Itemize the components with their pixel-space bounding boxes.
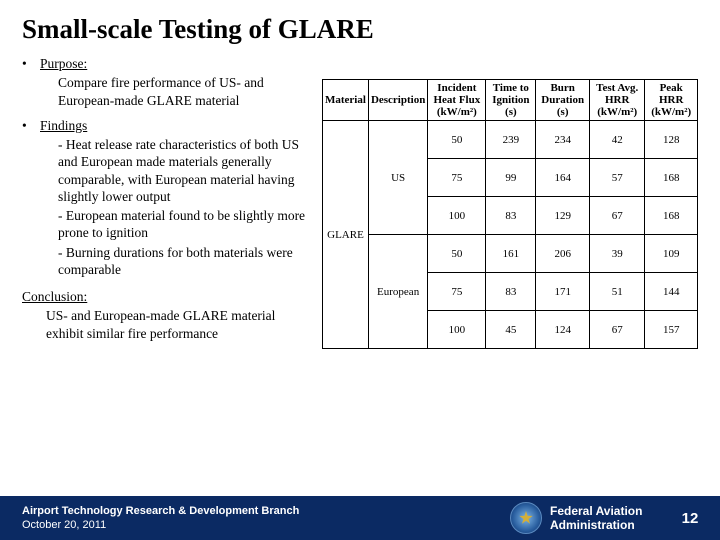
cell: 239 [486,121,536,159]
cell: 168 [645,159,698,197]
cell: 100 [428,311,486,349]
findings-item-2: - Burning durations for both materials w… [58,244,312,279]
cell: 83 [486,273,536,311]
cell-desc-us: US [368,121,427,235]
purpose-heading: Purpose: [40,56,87,71]
th-ignition: Time to Ignition (s) [486,80,536,121]
cell-material: GLARE [323,121,369,349]
cell: 234 [536,121,590,159]
th-description: Description [368,80,427,121]
cell: 75 [428,159,486,197]
cell: 45 [486,311,536,349]
conclusion-block: Conclusion: US- and European-made GLARE … [22,288,312,342]
results-table: Material Description Incident Heat Flux … [322,79,698,349]
table-row: GLARE US 50 239 234 42 128 [323,121,698,159]
cell: 100 [428,197,486,235]
cell: 128 [645,121,698,159]
findings-item-1: - European material found to be slightly… [58,207,312,242]
cell: 124 [536,311,590,349]
conclusion-text: US- and European-made GLARE material exh… [46,307,312,342]
purpose-block: • Purpose: Compare fire performance of U… [22,55,312,109]
cell: 67 [590,197,645,235]
footer-branch: Airport Technology Research & Developmen… [22,505,510,517]
cell: 39 [590,235,645,273]
cell: 83 [486,197,536,235]
cell: 99 [486,159,536,197]
cell: 171 [536,273,590,311]
cell: 157 [645,311,698,349]
cell: 75 [428,273,486,311]
cell: 144 [645,273,698,311]
cell: 67 [590,311,645,349]
cell: 50 [428,121,486,159]
conclusion-heading: Conclusion: [22,289,87,304]
footer-agency: Federal Aviation Administration [550,504,660,532]
th-avg-hrr: Test Avg. HRR (kW/m²) [590,80,645,121]
cell: 168 [645,197,698,235]
cell: 50 [428,235,486,273]
purpose-text: Compare fire performance of US- and Euro… [58,74,312,109]
faa-logo-icon [510,502,542,534]
right-column: Material Description Incident Heat Flux … [322,55,698,349]
cell: 206 [536,235,590,273]
page-number: 12 [660,510,720,527]
slide-title: Small-scale Testing of GLARE [22,14,698,45]
cell: 57 [590,159,645,197]
cell: 161 [486,235,536,273]
footer-date: October 20, 2011 [22,519,510,531]
cell: 42 [590,121,645,159]
th-material: Material [323,80,369,121]
cell: 129 [536,197,590,235]
cell: 109 [645,235,698,273]
footer-bar: Airport Technology Research & Developmen… [0,496,720,540]
table-row: European 50 161 206 39 109 [323,235,698,273]
findings-block: • Findings - Heat release rate character… [22,117,312,278]
th-peak-hrr: Peak HRR (kW/m²) [645,80,698,121]
th-burn: Burn Duration (s) [536,80,590,121]
cell: 164 [536,159,590,197]
th-heatflux: Incident Heat Flux (kW/m²) [428,80,486,121]
findings-item-0: - Heat release rate characteristics of b… [58,136,312,205]
cell: 51 [590,273,645,311]
cell-desc-eu: European [368,235,427,349]
findings-heading: Findings [40,118,87,133]
left-column: • Purpose: Compare fire performance of U… [22,55,312,349]
